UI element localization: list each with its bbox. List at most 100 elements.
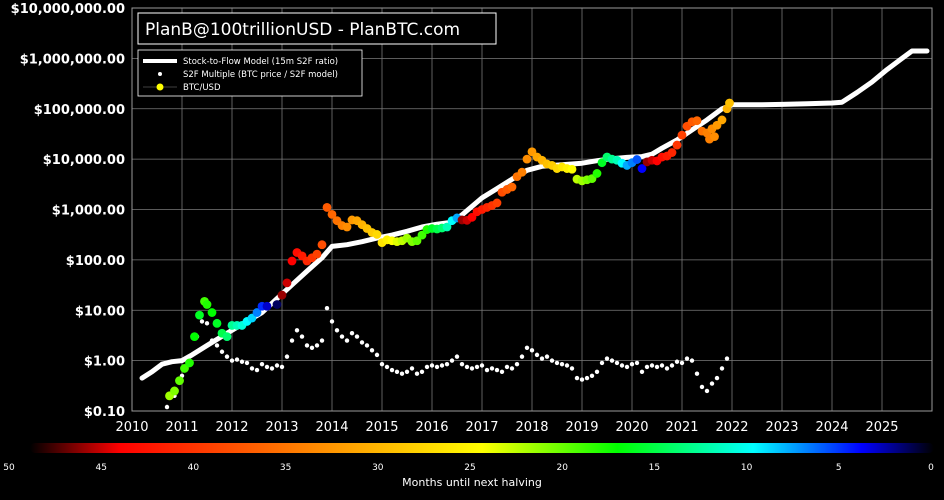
s2f-multiple-dot bbox=[449, 358, 455, 363]
colorbar-tick-label: 40 bbox=[188, 463, 200, 473]
s2f-multiple-dot bbox=[684, 356, 690, 361]
btc-price-dot bbox=[597, 158, 607, 168]
s2f-multiple-dot bbox=[364, 343, 370, 348]
s2f-multiple-dot bbox=[579, 377, 585, 382]
s2f-multiple-dot bbox=[504, 364, 510, 370]
s2f-multiple-dot bbox=[444, 361, 450, 367]
s2f-multiple-dot bbox=[599, 360, 605, 366]
colorbar-title: Months until next halving bbox=[402, 476, 542, 489]
s2f-multiple-dot bbox=[434, 364, 440, 370]
s2f-multiple-dot bbox=[479, 363, 485, 368]
s2f-multiple-dot bbox=[204, 321, 210, 326]
plot-area bbox=[139, 48, 930, 410]
s2f-multiple-dot bbox=[694, 371, 700, 376]
x-tick-label: 2023 bbox=[765, 420, 798, 435]
s2f-multiple-dot bbox=[369, 348, 375, 353]
s2f-multiple-dot bbox=[379, 361, 385, 367]
y-tick-label: $100.00 bbox=[66, 254, 125, 269]
s2f-multiple-dot bbox=[534, 352, 540, 358]
btc-price-dot bbox=[282, 278, 292, 288]
y-tick-label: $0.10 bbox=[84, 405, 125, 420]
s2f-multiple-dot bbox=[489, 366, 495, 371]
s2f-multiple-dot bbox=[584, 375, 590, 381]
btc-price-dot bbox=[317, 240, 327, 250]
s2f-multiple-dot bbox=[264, 364, 270, 370]
colorbar-tick-label: 30 bbox=[372, 463, 384, 473]
s2f-multiple-dot bbox=[374, 352, 380, 358]
s2f-multiple-dot bbox=[529, 348, 535, 353]
y-tick-label: $10.00 bbox=[75, 304, 125, 319]
s2f-multiple-dot bbox=[604, 356, 610, 361]
s2f-multiple-dot bbox=[484, 367, 490, 373]
colorbar: 50 45 40 35 30 25 20 15 10 5 0 Months until next h… bbox=[3, 443, 934, 489]
s2f-multiple-dot bbox=[419, 369, 425, 375]
x-tick-label: 2013 bbox=[265, 420, 298, 435]
btc-price-dot bbox=[567, 164, 577, 174]
s2f-multiple-dot bbox=[699, 384, 705, 390]
legend-label-s2f-model: Stock-to-Flow Model (15m S2F ratio) bbox=[183, 57, 338, 67]
y-tick-label: $10,000,000.00 bbox=[11, 2, 125, 17]
y-tick-label: $1.00 bbox=[84, 355, 125, 370]
btc-price-dot bbox=[442, 222, 452, 232]
y-tick-label: $100,000.00 bbox=[34, 103, 125, 118]
s2f-multiple-dot bbox=[544, 354, 550, 359]
s2f-multiple-dot bbox=[724, 356, 730, 361]
btc-price-dot bbox=[632, 155, 642, 164]
s2f-multiple-dot bbox=[229, 358, 235, 363]
s2f-multiple-dot bbox=[284, 354, 290, 359]
s2f-multiple-dot bbox=[359, 340, 365, 345]
s2f-multiple-dot bbox=[304, 343, 310, 348]
s2f-multiple-dot bbox=[589, 373, 595, 378]
s2f-multiple-dot bbox=[354, 334, 360, 339]
s2f-multiple-dot bbox=[629, 361, 635, 367]
legend-label-btcusd: BTC/USD bbox=[183, 83, 221, 93]
x-tick-label: 2010 bbox=[115, 420, 148, 435]
s2f-multiple-dot bbox=[224, 354, 230, 359]
s2f-multiple-dot bbox=[614, 360, 620, 366]
y-tick-label: $1,000,000.00 bbox=[20, 52, 125, 67]
x-tick-label: 2025 bbox=[865, 420, 898, 435]
btc-price-dot bbox=[212, 318, 222, 328]
btc-price-dot bbox=[342, 222, 352, 232]
s2f-multiple-dot bbox=[539, 356, 545, 361]
s2f-multiple-dot bbox=[289, 338, 295, 343]
legend-dot-btcusd bbox=[156, 83, 164, 91]
btc-price-dot bbox=[185, 358, 194, 368]
s2f-multiple-dot bbox=[574, 375, 580, 381]
s2f-multiple-dot bbox=[459, 361, 465, 367]
s2f-multiple-dot bbox=[399, 371, 405, 376]
colorbar-tick-label: 20 bbox=[556, 463, 568, 473]
x-tick-label: 2012 bbox=[215, 420, 248, 435]
btc-price-dot bbox=[222, 332, 232, 341]
s2f-multiple-dot bbox=[344, 338, 350, 343]
s2f-multiple-dot bbox=[274, 363, 280, 368]
s2f-multiple-dot bbox=[319, 338, 325, 343]
s2f-multiple-dot bbox=[679, 360, 685, 366]
x-tick-label: 2019 bbox=[565, 420, 598, 435]
s2f-multiple-dot bbox=[514, 361, 520, 367]
y-tick-label: $1,000.00 bbox=[52, 204, 125, 219]
s2f-multiple-dot bbox=[499, 369, 505, 375]
colorbar-tick-label: 5 bbox=[836, 463, 842, 473]
s2f-multiple-dot bbox=[634, 360, 640, 366]
grid bbox=[131, 7, 933, 412]
s2f-multiple-dot bbox=[414, 371, 420, 376]
s2f-multiple-dot bbox=[239, 359, 245, 364]
btc-price-dot bbox=[507, 182, 517, 192]
btc-price-dot bbox=[692, 116, 702, 126]
colorbar-tick-label: 0 bbox=[928, 463, 934, 473]
s2f-multiple-dot bbox=[554, 360, 560, 366]
x-tick-label: 2022 bbox=[715, 420, 748, 435]
colorbar-tick-label: 45 bbox=[95, 463, 106, 473]
x-tick-label: 2014 bbox=[315, 420, 348, 435]
s2f-multiple-dot bbox=[409, 366, 415, 371]
btc-price-dot bbox=[287, 256, 297, 266]
x-tick-label: 2016 bbox=[415, 420, 448, 435]
s2f-multiple-dot bbox=[689, 358, 695, 363]
y-axis-labels: $10,000,000.00 $1,000,000.00 $100,000.00 $1… bbox=[11, 2, 125, 420]
btc-price-dot bbox=[327, 209, 337, 219]
s2f-multiple-dot bbox=[644, 364, 650, 370]
s2f-multiple-dot bbox=[294, 328, 300, 333]
x-tick-label: 2020 bbox=[615, 420, 648, 435]
